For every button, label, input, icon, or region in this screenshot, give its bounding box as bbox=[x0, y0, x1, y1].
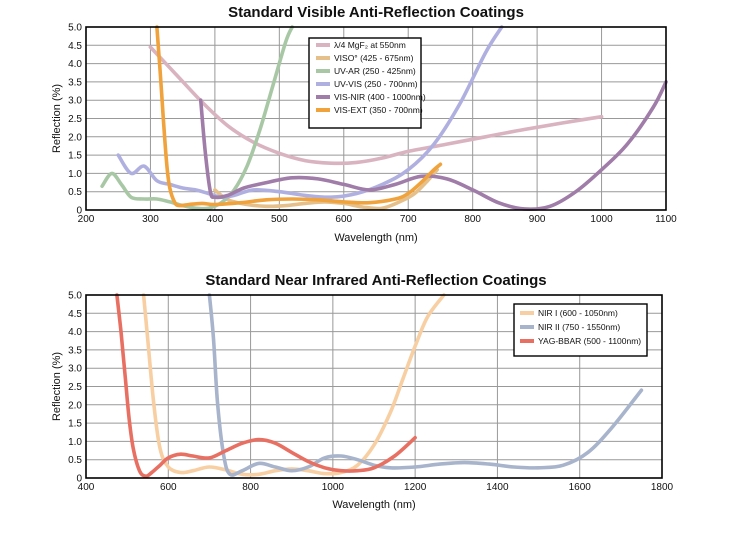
y-tick-label: 0 bbox=[76, 206, 82, 217]
plot-frame bbox=[85, 26, 667, 211]
legend-label: VIS-NIR (400 - 1000nm) bbox=[334, 92, 426, 102]
x-tick-label: 1600 bbox=[569, 482, 592, 493]
y-tick-label: 3.5 bbox=[68, 345, 82, 356]
x-tick-label: 1000 bbox=[590, 214, 613, 225]
legend: NIR I (600 - 1050nm) NIR II (750 - 1550nm… bbox=[513, 303, 648, 357]
legend: λ/4 MgF₂ at 550nm VISO° (425 - 675nm) UV-A… bbox=[308, 37, 426, 129]
series-line bbox=[155, 25, 443, 208]
legend-label: YAG-BBAR (500 - 1100nm) bbox=[538, 336, 641, 346]
y-tick-label: 0.5 bbox=[68, 187, 82, 198]
chart-title: Standard Near Infrared Anti-Reflection C… bbox=[205, 272, 546, 289]
legend-label: VISO° (425 - 675nm) bbox=[334, 53, 414, 63]
legend-label: VIS-EXT (350 - 700nm) bbox=[334, 105, 423, 115]
x-tick-label: 700 bbox=[400, 214, 417, 225]
x-tick-label: 1000 bbox=[322, 482, 345, 493]
series-lines bbox=[115, 293, 644, 479]
y-axis-label: Reflection (%) bbox=[51, 84, 63, 153]
x-tick-label: 1200 bbox=[404, 482, 427, 493]
y-tick-label: 5.0 bbox=[68, 23, 82, 34]
y-tick-label: 1.0 bbox=[68, 437, 82, 448]
y-tick-label: 2.5 bbox=[68, 382, 82, 393]
y-tick-label: 3.0 bbox=[68, 96, 82, 107]
x-tick-label: 900 bbox=[529, 214, 546, 225]
series-line bbox=[141, 293, 446, 477]
y-tick-label: 0 bbox=[76, 474, 82, 485]
x-tick-label: 400 bbox=[207, 214, 224, 225]
x-tick-label: 400 bbox=[78, 482, 95, 493]
x-axis-label: Wavelength (nm) bbox=[332, 499, 415, 511]
y-tick-labels: 0 0.5 1.0 1.5 2.0 2.5 3.0 3.5 4.0 4.5 5.0 bbox=[68, 23, 82, 217]
x-tick-label: 500 bbox=[271, 214, 288, 225]
y-tick-label: 3.0 bbox=[68, 364, 82, 375]
y-axis-label: Reflection (%) bbox=[51, 352, 63, 421]
x-tick-label: 600 bbox=[160, 482, 177, 493]
y-tick-label: 4.0 bbox=[68, 59, 82, 70]
x-tick-label: 800 bbox=[464, 214, 481, 225]
legend-label: UV-AR (250 - 425nm) bbox=[334, 66, 416, 76]
x-tick-labels: 400 600 800 1000 1200 1400 1600 1800 bbox=[78, 482, 674, 493]
y-tick-label: 4.5 bbox=[68, 41, 82, 52]
y-tick-label: 2.0 bbox=[68, 400, 82, 411]
y-tick-labels: 0 0.5 1.0 1.5 2.0 2.5 3.0 3.5 4.0 4.5 5.0 bbox=[68, 291, 82, 485]
y-tick-label: 1.5 bbox=[68, 151, 82, 162]
x-tick-label: 600 bbox=[335, 214, 352, 225]
y-tick-label: 4.0 bbox=[68, 327, 82, 338]
y-tick-label: 3.5 bbox=[68, 77, 82, 88]
y-tick-label: 5.0 bbox=[68, 291, 82, 302]
x-tick-labels: 200 300 400 500 600 700 800 900 1000 1100 bbox=[78, 214, 678, 225]
legend-box bbox=[513, 303, 648, 357]
x-axis-label: Wavelength (nm) bbox=[334, 232, 417, 244]
visible-ar-chart: Standard Visible Anti-Reflection Coating… bbox=[51, 4, 677, 244]
y-tick-label: 1.5 bbox=[68, 419, 82, 430]
legend-entries: NIR I (600 - 1050nm) NIR II (750 - 1550nm… bbox=[520, 308, 641, 346]
legend-label: λ/4 MgF₂ at 550nm bbox=[334, 40, 406, 50]
series-line bbox=[115, 293, 417, 479]
legend-label: NIR I (600 - 1050nm) bbox=[538, 308, 618, 318]
y-tick-label: 2.5 bbox=[68, 114, 82, 125]
y-tick-label: 1.0 bbox=[68, 169, 82, 180]
chart-title: Standard Visible Anti-Reflection Coating… bbox=[228, 4, 524, 21]
x-tick-label: 800 bbox=[242, 482, 259, 493]
plot-frame bbox=[85, 294, 663, 479]
y-tick-label: 4.5 bbox=[68, 309, 82, 320]
series-line bbox=[207, 293, 644, 477]
legend-label: UV-VIS (250 - 700nm) bbox=[334, 79, 418, 89]
grid bbox=[86, 295, 662, 478]
x-tick-label: 1400 bbox=[486, 482, 509, 493]
x-tick-label: 1800 bbox=[651, 482, 674, 493]
near-infrared-ar-chart: Standard Near Infrared Anti-Reflection C… bbox=[51, 272, 674, 511]
series-line bbox=[198, 80, 668, 211]
y-tick-label: 0.5 bbox=[68, 455, 82, 466]
series-line bbox=[100, 25, 294, 211]
series-lines bbox=[100, 25, 668, 211]
x-tick-label: 200 bbox=[78, 214, 95, 225]
series-line bbox=[148, 45, 604, 166]
legend-label: NIR II (750 - 1550nm) bbox=[538, 322, 620, 332]
y-tick-label: 2.0 bbox=[68, 132, 82, 143]
x-tick-label: 300 bbox=[142, 214, 159, 225]
x-tick-label: 1100 bbox=[655, 214, 677, 225]
series-line bbox=[116, 25, 504, 200]
legend-entries: λ/4 MgF₂ at 550nm VISO° (425 - 675nm) UV-A… bbox=[316, 40, 426, 115]
